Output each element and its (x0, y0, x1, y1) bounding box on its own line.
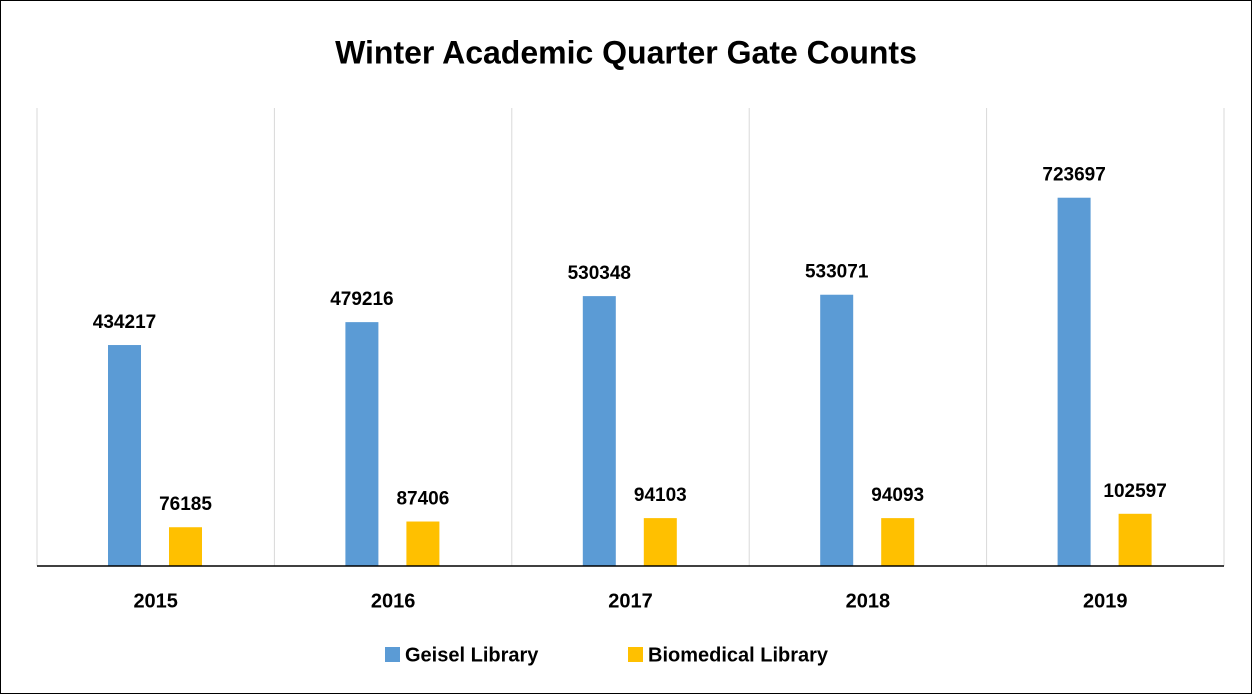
data-label: 479216 (330, 289, 393, 310)
bar (582, 296, 616, 566)
legend-label: Biomedical Library (648, 644, 829, 666)
data-label: 533071 (805, 262, 869, 283)
x-tick-label: 2018 (846, 590, 891, 612)
data-label: 102597 (1103, 481, 1166, 502)
x-tick-label: 2015 (133, 590, 178, 612)
bar (108, 345, 141, 566)
x-tick-label: 2016 (371, 590, 416, 612)
bar (643, 518, 677, 566)
data-label: 94093 (871, 485, 924, 506)
data-label: 76185 (159, 494, 212, 515)
x-tick-label: 2019 (1083, 590, 1128, 612)
bar (820, 294, 854, 566)
legend-label: Geisel Library (405, 644, 539, 666)
bar (169, 527, 202, 566)
data-label: 87406 (396, 489, 449, 510)
bar (1118, 513, 1152, 566)
data-label: 434217 (93, 312, 156, 333)
bar (881, 518, 915, 566)
x-tick-label: 2017 (608, 590, 653, 612)
bar (406, 521, 440, 566)
data-label: 530348 (568, 263, 631, 284)
bar (345, 322, 379, 566)
legend-swatch (385, 647, 400, 662)
data-label: 94103 (634, 485, 687, 506)
data-label: 723697 (1042, 165, 1105, 186)
bar (1057, 197, 1091, 567)
chart-title: Winter Academic Quarter Gate Counts (335, 34, 917, 70)
legend-swatch (628, 647, 643, 662)
